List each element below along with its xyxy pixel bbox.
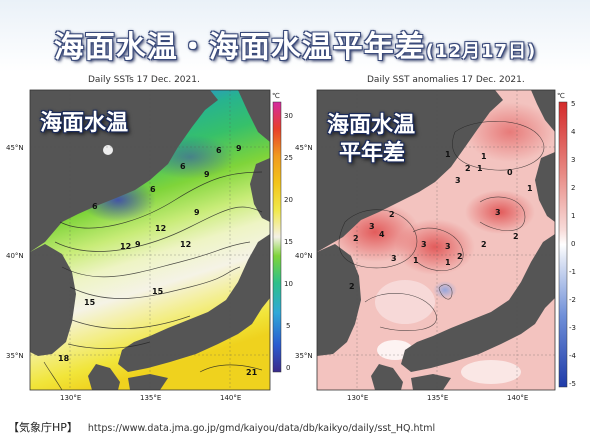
sst-contour-label: 12 [155, 224, 167, 233]
anomaly-lat-label: 40°N [295, 252, 313, 260]
sst-colorbar-tick: 30 [284, 112, 293, 120]
anomaly-contour-label: 2 [353, 234, 359, 243]
anomaly-contour-label: 3 [445, 242, 451, 251]
anomaly-contour-label: 2 [389, 210, 395, 219]
sst-colorbar-tick: 5 [286, 322, 291, 330]
anomaly-lat-label: 45°N [295, 144, 313, 152]
anomaly-colorbar-tick: -1 [569, 268, 576, 276]
anomaly-colorbar-tick: 4 [571, 128, 576, 136]
anomaly-colorbar-unit: ℃ [557, 92, 565, 100]
sst-contour-label: 6 [150, 185, 156, 194]
sst-contour-label: 18 [58, 354, 70, 363]
sst-colorbar-tick: 25 [284, 154, 293, 162]
sst-contour-label: 9 [194, 208, 200, 217]
anomaly-contour-label: 2 [457, 252, 463, 261]
anomaly-colorbar-tick: -4 [569, 352, 576, 360]
sst-contour-label: 9 [204, 170, 210, 179]
sst-colorbar-tick: 10 [284, 280, 293, 288]
anomaly-overlay-line2: 平年差 [339, 141, 406, 166]
anomaly-colorbar [558, 101, 568, 388]
anomaly-overlay-label: 海面水温 平年差 [327, 112, 415, 168]
header-banner: 海面水温・海面水温平年差(12月17日) [0, 0, 590, 72]
anomaly-contour-label: 3 [391, 254, 397, 263]
anomaly-contour-label: 2 [481, 240, 487, 249]
sst-map-title: Daily SSTs 17 Dec. 2021. [88, 75, 200, 85]
sst-map-panel: Daily SSTs 17 Dec. 2021. [0, 72, 295, 417]
anomaly-colorbar-tick: 1 [571, 212, 576, 220]
anomaly-contour-label: 2 [513, 232, 519, 241]
anomaly-lon-label: 130°E [347, 394, 369, 402]
sst-contour-label: 15 [84, 298, 96, 307]
sst-contour-label: 6 [92, 202, 98, 211]
sst-colorbar-tick: 15 [284, 238, 293, 246]
source-url[interactable]: https://www.data.jma.go.jp/gmd/kaiyou/da… [87, 423, 436, 434]
sst-lon-label: 130°E [60, 394, 82, 402]
anomaly-contour-label: 3 [455, 176, 461, 185]
source-credit: 【気象庁HP】 https://www.data.jma.go.jp/gmd/ka… [8, 419, 435, 435]
anomaly-map-panel: Daily SST anomalies 17 Dec. 2021. [295, 72, 590, 417]
page-title: 海面水温・海面水温平年差(12月17日) [0, 22, 590, 66]
sst-colorbar-tick: 20 [284, 196, 293, 204]
anomaly-contour-label: 3 [369, 222, 375, 231]
sst-contour-label: 9 [236, 144, 242, 153]
anomaly-colorbar-tick: -3 [569, 324, 576, 332]
anomaly-contour-label: 2 [349, 282, 355, 291]
sst-contour-label: 12 [120, 242, 132, 251]
anomaly-contour-label: 1 [413, 256, 419, 265]
anomaly-contour-label: 3 [495, 208, 501, 217]
sst-contour-label: 15 [152, 287, 164, 296]
anomaly-contour-label: 1 [445, 258, 451, 267]
anomaly-contour-label: 0 [507, 168, 513, 177]
anomaly-contour-label: 3 [421, 240, 427, 249]
sst-colorbar [272, 101, 282, 373]
anomaly-lon-label: 135°E [427, 394, 449, 402]
anomaly-colorbar-tick: 0 [571, 240, 576, 248]
sst-lat-label: 45°N [6, 144, 24, 152]
anomaly-colorbar-tick: 2 [571, 184, 576, 192]
sst-map [29, 89, 282, 391]
sst-lat-label: 40°N [6, 252, 24, 260]
anomaly-contour-label: 1 [527, 184, 533, 193]
anomaly-lon-label: 140°E [507, 394, 529, 402]
sst-colorbar-unit: ℃ [272, 92, 280, 100]
sst-contour-label: 6 [180, 162, 186, 171]
title-text: 海面水温・海面水温平年差 [53, 30, 426, 65]
sst-contour-label: 21 [246, 368, 258, 377]
title-date: (12月17日) [425, 41, 537, 62]
anomaly-contour-label: 2 [465, 164, 471, 173]
anomaly-colorbar-tick: 3 [571, 156, 576, 164]
sst-lon-label: 135°E [140, 394, 162, 402]
anomaly-colorbar-tick: 5 [571, 100, 576, 108]
sst-lon-label: 140°E [220, 394, 242, 402]
anomaly-lat-label: 35°N [295, 352, 313, 360]
sst-contour-label: 9 [135, 240, 141, 249]
anomaly-overlay-line1: 海面水温 [327, 113, 416, 138]
sst-overlay-label: 海面水温 [40, 111, 129, 136]
anomaly-map-title: Daily SST anomalies 17 Dec. 2021. [367, 75, 525, 85]
sst-contour-label: 6 [216, 146, 222, 155]
sst-contour-label: 12 [180, 240, 192, 249]
sst-lat-label: 35°N [6, 352, 24, 360]
source-label: 【気象庁HP】 [8, 421, 78, 434]
anomaly-contour-label: 1 [445, 150, 451, 159]
anomaly-contour-label: 1 [481, 152, 487, 161]
anomaly-map [316, 89, 568, 391]
anomaly-colorbar-tick: -5 [569, 380, 576, 388]
anomaly-contour-label: 1 [477, 164, 483, 173]
anomaly-contour-label: 4 [379, 230, 385, 239]
sst-colorbar-tick: 0 [286, 364, 291, 372]
anomaly-colorbar-tick: -2 [569, 296, 576, 304]
